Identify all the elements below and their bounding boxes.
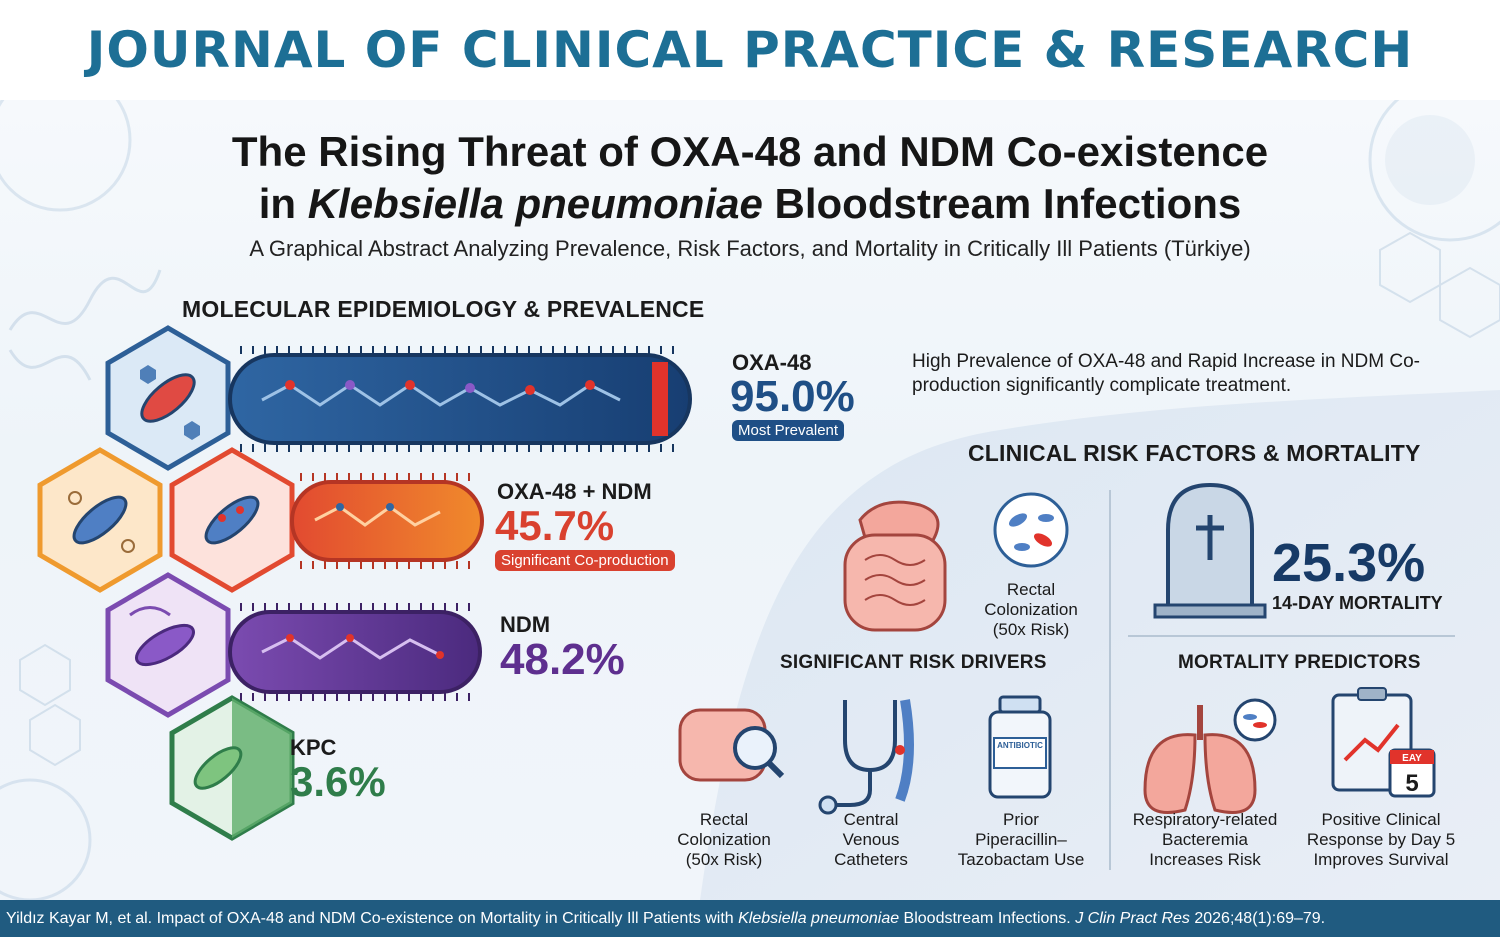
- antibiotic-bottle-icon: ANTIBIOTIC: [988, 695, 1052, 799]
- journal-title: JOURNAL OF CLINICAL PRACTICE & RESEARCH: [86, 21, 1414, 79]
- driver-rectal-caption: Rectal Colonization (50x Risk): [677, 810, 771, 869]
- calendar-month: EAY: [1402, 753, 1422, 764]
- main-title-line1: The Rising Threat of OXA-48 and NDM Co-e…: [231, 128, 1269, 175]
- predictor-respiratory-caption: Respiratory-related Bacteremia Increases…: [1132, 810, 1278, 869]
- antibiotic-label: ANTIBIOTIC: [997, 741, 1043, 750]
- clinical-heading: CLINICAL RISK FACTORS & MORTALITY: [968, 440, 1421, 466]
- kpc-hexagon: [169, 695, 295, 841]
- oxa48-hexagon: [105, 325, 231, 471]
- infographic-panel: ANTIBIOTIC EAY 5 The Rising Threat of OX…: [0, 100, 1500, 900]
- main-title-line2: in Klebsiella pneumoniae Bloodstream Inf…: [258, 180, 1242, 227]
- predictor-response-caption: Positive Clinical Response by Day 5 Impr…: [1306, 810, 1456, 869]
- journal-header: JOURNAL OF CLINICAL PRACTICE & RESEARCH: [0, 0, 1500, 100]
- clipboard-calendar-icon: EAY 5: [1331, 687, 1436, 798]
- combo-hexagon-red: [169, 447, 295, 593]
- mortality-label: 14-DAY MORTALITY: [1272, 593, 1443, 613]
- lungs-icon: [1143, 698, 1277, 814]
- driver-antibiotic-caption: Prior Piperacillin– Tazobactam Use: [957, 810, 1085, 869]
- infographic-artwork: ANTIBIOTIC EAY 5: [0, 100, 1500, 900]
- prevalence-note: High Prevalence of OXA-48 and Rapid Incr…: [912, 351, 1420, 396]
- combo-label: OXA-48 + NDM: [497, 479, 652, 504]
- rectal-colonization-caption: Rectal Colonization (50x Risk): [984, 580, 1078, 639]
- colon-magnifier-icon: [678, 708, 785, 782]
- mortality-value: 25.3%: [1272, 533, 1426, 593]
- combo-badge: Significant Co-production: [495, 550, 675, 571]
- kpc-value: 3.6%: [290, 758, 386, 805]
- drivers-heading: SIGNIFICANT RISK DRIVERS: [780, 652, 1047, 673]
- driver-catheter-caption: Central Venous Catheters: [834, 810, 908, 869]
- oxa48-capsule: [228, 346, 692, 452]
- oxa48-value: 95.0%: [730, 372, 855, 421]
- molecular-heading: MOLECULAR EPIDEMIOLOGY & PREVALENCE: [182, 296, 705, 322]
- calendar-day: 5: [1405, 770, 1418, 797]
- ndm-value: 48.2%: [500, 635, 625, 684]
- background-decoration: [0, 100, 1500, 900]
- kpc-label: KPC: [290, 735, 337, 760]
- ndm-hexagon: [105, 572, 231, 718]
- oxa48-badge: Most Prevalent: [732, 420, 845, 441]
- citation-text: Yildız Kayar M, et al. Impact of OXA-48 …: [6, 909, 1326, 927]
- stethoscope-catheter-icon: [818, 699, 914, 815]
- ndm-label: NDM: [500, 612, 551, 637]
- tombstone-icon: [1153, 482, 1267, 619]
- subtitle: A Graphical Abstract Analyzing Prevalenc…: [249, 236, 1251, 261]
- combo-hexagon-orange: [37, 447, 163, 593]
- combo-capsule: [290, 473, 484, 569]
- intestine-icon: [843, 500, 947, 632]
- ndm-capsule: [228, 603, 482, 701]
- predictors-heading: MORTALITY PREDICTORS: [1178, 652, 1421, 673]
- citation-footer: Yildız Kayar M, et al. Impact of OXA-48 …: [0, 900, 1500, 937]
- oxa48-label: OXA-48: [732, 350, 812, 375]
- combo-value: 45.7%: [495, 502, 615, 549]
- rectal-colonization-icon: [993, 492, 1069, 568]
